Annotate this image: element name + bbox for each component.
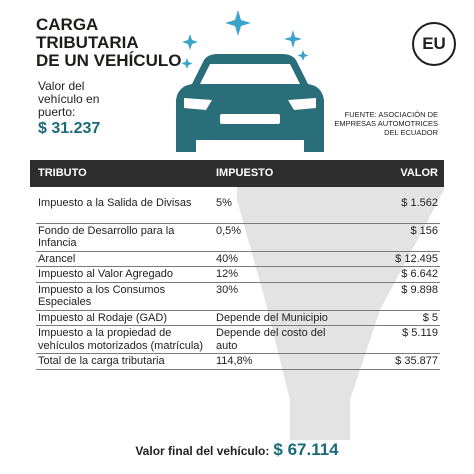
title-line: TRIBUTARIA — [36, 33, 139, 52]
table-row: Impuesto al Rodaje (GAD) Depende del Muni… — [36, 310, 440, 326]
column-header: VALOR — [400, 167, 438, 180]
table-cell: Impuesto al Valor Agregado — [36, 266, 214, 283]
table-cell: 0,5% — [214, 223, 340, 252]
table-cell: $ 1.562 — [340, 187, 440, 224]
table-row: Impuesto a la Salida de Divisas 5% $ 1.562 — [36, 187, 440, 224]
table-cell: Impuesto al Rodaje (GAD) — [36, 310, 214, 326]
table-header-bar — [30, 160, 444, 187]
table-row: Impuesto al Valor Agregado 12% $ 6.642 — [36, 266, 440, 283]
table-cell: Fondo de Desarrollo para la Infancia — [36, 223, 214, 252]
table-cell: 30% — [214, 282, 340, 311]
title-line: DE UN VEHÍCULO — [36, 51, 182, 70]
table-row: Impuesto a los Consumos Especiales 30% $ 9… — [36, 282, 440, 311]
table-cell: $ 5.119 — [340, 325, 440, 354]
table-cell: Depende del Municipio — [214, 310, 340, 326]
table-cell: $ 35.877 — [340, 353, 440, 370]
tax-table: TRIBUTO IMPUESTO VALOR Impuesto a la Salid… — [36, 160, 440, 370]
final-value: $ 67.114 — [273, 440, 339, 459]
table-cell: 5% — [214, 187, 340, 224]
table-cell: 12% — [214, 266, 340, 283]
table-cell: $ 9.898 — [340, 282, 440, 311]
table-row: Fondo de Desarrollo para la Infancia 0,5%… — [36, 223, 440, 252]
table-cell: Arancel — [36, 251, 214, 267]
title: CARGA TRIBUTARIA DE UN VEHÍCULO — [36, 16, 181, 70]
source: FUENTE: ASOCIACIÓN DE EMPRESAS AUTOMOTRI… — [334, 110, 438, 137]
logo: EU — [412, 22, 456, 66]
footer: Valor final del vehículo: $ 67.114 — [0, 440, 474, 460]
table-cell: Impuesto a la Salida de Divisas — [36, 187, 214, 224]
table-row: Impuesto a la propiedad de vehículos mot… — [36, 325, 440, 354]
column-header: TRIBUTO — [38, 167, 87, 180]
sparkles — [181, 10, 309, 69]
column-header: IMPUESTO — [216, 167, 274, 180]
header-row: TRIBUTO IMPUESTO VALOR — [36, 160, 440, 187]
table-body: Impuesto a la Salida de Divisas 5% $ 1.562… — [36, 187, 440, 370]
table-cell: $ 12.495 — [340, 251, 440, 267]
table-cell: Impuesto a los Consumos Especiales — [36, 282, 214, 311]
table-cell: $ 156 — [340, 223, 440, 252]
port-value-label: Valor del vehículo en puerto: — [38, 79, 100, 119]
port-value: $ 31.237 — [38, 120, 101, 137]
table-cell: 40% — [214, 251, 340, 267]
title-line: CARGA — [36, 15, 99, 34]
table-cell: $ 6.642 — [340, 266, 440, 283]
final-value-label: Valor final del vehículo: — [135, 444, 270, 458]
table-cell: $ 5 — [340, 310, 440, 326]
table-cell: Depende del costo del auto — [214, 325, 340, 354]
table-cell: Impuesto a la propiedad de vehículos mot… — [36, 325, 214, 354]
table-cell: Total de la carga tributaria — [36, 353, 214, 370]
table-cell: 114,8% — [214, 353, 340, 370]
table-row: Total de la carga tributaria 114,8% $ 35.8… — [36, 353, 440, 370]
car — [176, 54, 324, 152]
table-row: Arancel 40% $ 12.495 — [36, 251, 440, 267]
